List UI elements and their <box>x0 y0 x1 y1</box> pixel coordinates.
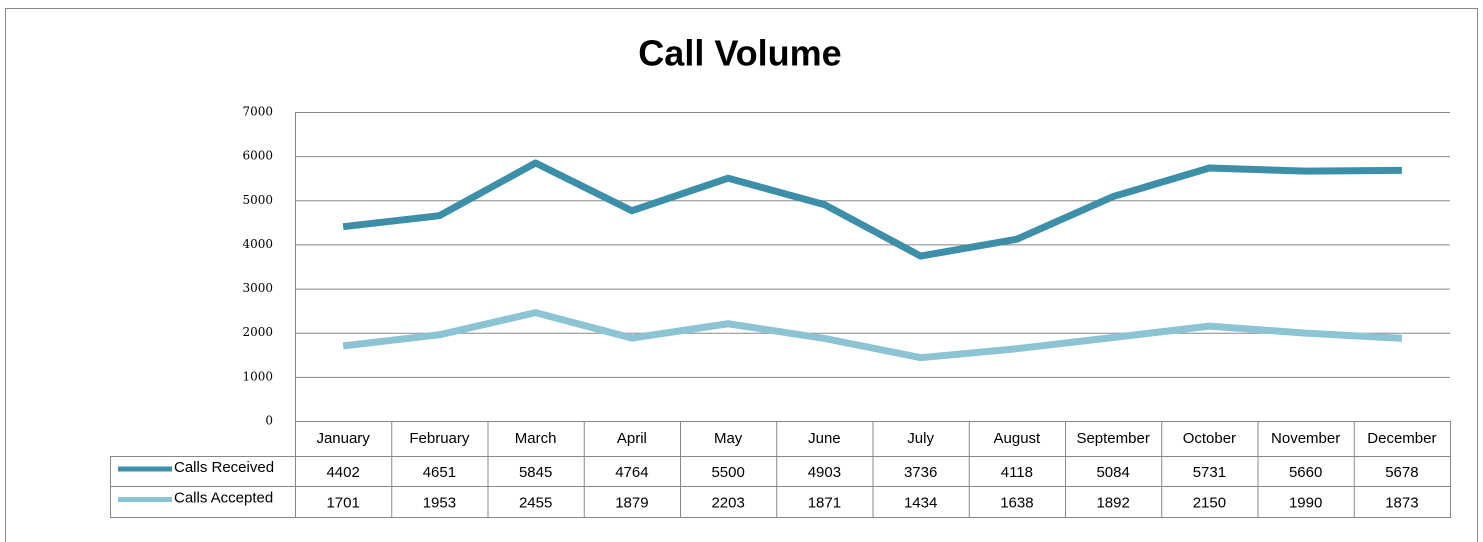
y-tick-label: 3000 <box>242 281 273 295</box>
table-value: 1871 <box>808 494 841 511</box>
table-value: 2203 <box>711 494 744 511</box>
y-tick-label: 4000 <box>242 237 273 251</box>
table-value: 1638 <box>1000 494 1033 511</box>
x-tick-label: October <box>1183 430 1236 447</box>
x-tick-label: December <box>1367 430 1436 447</box>
table-value: 1434 <box>904 494 937 511</box>
series-line <box>342 309 1403 362</box>
table-value: 1953 <box>423 494 456 511</box>
legend-label: Calls Accepted <box>174 489 273 506</box>
chart-border <box>5 8 1478 542</box>
y-tick-label: 1000 <box>242 369 273 383</box>
x-tick-label: March <box>515 430 557 447</box>
table-value: 5500 <box>711 464 744 481</box>
table-value: 4118 <box>1001 464 1033 481</box>
y-tick-label: 6000 <box>242 149 273 163</box>
table-value: 1873 <box>1385 494 1418 511</box>
x-tick-label: February <box>409 430 470 447</box>
y-tick-label: 2000 <box>242 325 273 339</box>
chart-title: Call Volume <box>638 33 841 74</box>
table-value: 4903 <box>808 464 841 481</box>
table-value: 1892 <box>1096 494 1129 511</box>
table-value: 5660 <box>1289 464 1322 481</box>
table-value: 5678 <box>1385 464 1418 481</box>
legend-label: Calls Received <box>174 459 274 476</box>
x-tick-label: August <box>994 430 1042 447</box>
x-tick-label: January <box>316 430 370 447</box>
x-tick-label: September <box>1076 430 1149 447</box>
table-value: 4651 <box>423 464 456 481</box>
x-tick-label: November <box>1271 430 1340 447</box>
table-value: 4764 <box>615 464 648 481</box>
table-value: 1701 <box>326 494 359 511</box>
x-tick-label: July <box>907 430 934 447</box>
table-value: 4402 <box>326 464 359 481</box>
table-value: 1990 <box>1289 494 1322 511</box>
table-value: 2150 <box>1193 494 1226 511</box>
table-value: 5845 <box>519 464 552 481</box>
y-tick-label: 0 <box>265 414 273 428</box>
series-line <box>342 159 1402 260</box>
x-tick-label: April <box>617 430 647 447</box>
x-tick-label: June <box>808 430 841 447</box>
y-tick-label: 5000 <box>242 193 273 207</box>
table-value: 2455 <box>519 494 552 511</box>
table-value: 5084 <box>1096 464 1129 481</box>
x-tick-label: May <box>714 430 743 447</box>
table-value: 5731 <box>1193 464 1226 481</box>
table-value: 3736 <box>904 464 937 481</box>
table-value: 1879 <box>615 494 648 511</box>
y-tick-label: 7000 <box>242 105 273 119</box>
